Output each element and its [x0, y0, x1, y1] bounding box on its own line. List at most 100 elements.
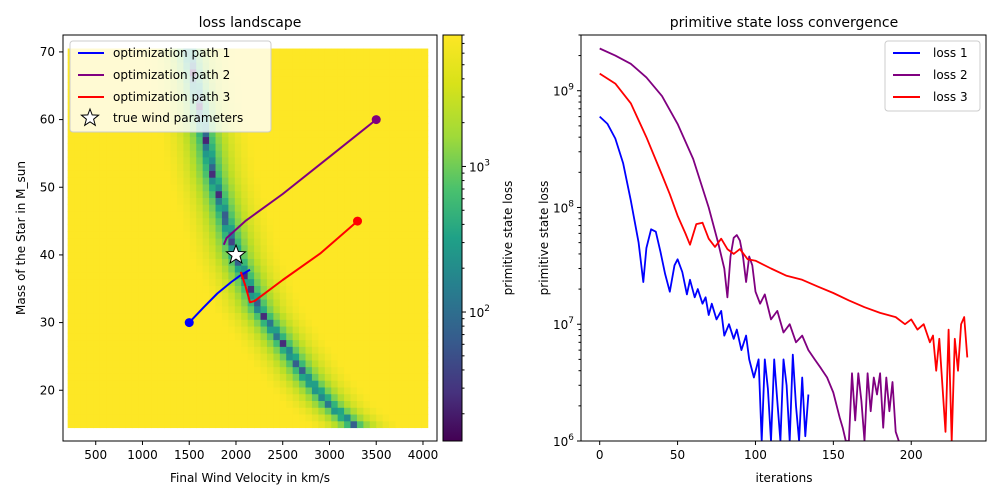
loss-cell [157, 386, 165, 395]
loss-cell [414, 292, 422, 300]
loss-cell [363, 359, 371, 368]
loss-cell [74, 400, 82, 408]
loss-cell [356, 319, 364, 327]
loss-cell [241, 129, 249, 138]
loss-cell [254, 197, 262, 205]
loss-cell [67, 373, 75, 381]
loss-cell [125, 217, 133, 226]
loss-cell [176, 319, 184, 327]
loss-cell [414, 258, 422, 266]
loss-cell [344, 82, 352, 90]
loss-cell [356, 95, 364, 104]
loss-cell [260, 339, 268, 347]
loss-cell [311, 129, 319, 138]
loss-cell [408, 298, 416, 307]
loss-cell [157, 420, 165, 429]
loss-cell [408, 177, 416, 185]
loss-cell [337, 332, 345, 341]
legend-label-loss-3: loss 3 [933, 90, 968, 104]
loss-cell [176, 251, 184, 259]
loss-cell [408, 129, 416, 138]
loss-cell [254, 332, 262, 341]
loss-cell [389, 332, 397, 341]
loss-cell [318, 62, 326, 70]
loss-cell [408, 271, 416, 280]
loss-cell [209, 265, 217, 273]
loss-cell [331, 244, 339, 253]
loss-cell [311, 68, 319, 77]
loss-cell [93, 224, 101, 232]
loss-cell [337, 197, 345, 205]
loss-cell [356, 170, 364, 178]
loss-cell [67, 271, 75, 280]
loss-cell [395, 82, 403, 90]
loss-cell [67, 150, 75, 158]
loss-cell [344, 163, 352, 171]
loss-cell [414, 325, 422, 334]
loss-cell [74, 346, 82, 354]
loss-cell [331, 122, 339, 131]
loss-cell [401, 197, 409, 205]
loss-cell [279, 400, 287, 408]
loss-cell [131, 353, 139, 361]
loss-cell [350, 325, 358, 334]
loss-cell [67, 346, 75, 354]
loss-cell [164, 224, 172, 232]
loss-cell [421, 292, 429, 300]
loss-cell [106, 210, 114, 219]
loss-cell [266, 190, 274, 198]
loss-cell [254, 319, 262, 327]
loss-cell [74, 150, 82, 158]
loss-cell [395, 353, 403, 361]
loss-cell [215, 407, 223, 415]
loss-cell [279, 305, 287, 314]
loss-cell [305, 386, 313, 395]
loss-cell [382, 238, 390, 246]
loss-cell [241, 373, 249, 381]
loss-cell [131, 217, 139, 226]
loss-cell [176, 150, 184, 158]
loss-cell [221, 197, 229, 205]
loss-cell [202, 339, 210, 347]
loss-cell [299, 217, 307, 226]
loss-cell [254, 217, 262, 226]
loss-cell [144, 332, 152, 341]
loss-cell [273, 366, 281, 374]
loss-cell [408, 136, 416, 144]
loss-cell [266, 156, 274, 165]
colorbar-gradient [443, 35, 462, 441]
loss-cell [344, 312, 352, 320]
loss-cell [389, 116, 397, 124]
loss-cell [151, 319, 159, 327]
loss-cell [401, 89, 409, 97]
loss-cell [74, 285, 82, 293]
loss-cell [266, 339, 274, 347]
loss-cell [254, 265, 262, 273]
loss-cell [324, 82, 332, 90]
loss-cell [337, 373, 345, 381]
loss-cell [106, 150, 114, 158]
loss-cell [125, 420, 133, 429]
loss-cell [86, 156, 94, 165]
loss-cell [80, 143, 88, 151]
loss-cell [241, 332, 249, 341]
x-tick-label: 1500 [174, 448, 205, 462]
loss-cell [241, 319, 249, 327]
loss-cell [286, 353, 294, 361]
loss-cell [247, 373, 255, 381]
loss-cell [112, 386, 120, 395]
loss-cell [266, 177, 274, 185]
loss-cell [356, 210, 364, 219]
loss-cell [401, 407, 409, 415]
loss-cell [234, 210, 242, 219]
loss-cell [350, 177, 358, 185]
loss-cell [209, 413, 217, 422]
loss-cell [376, 170, 384, 178]
loss-cell [382, 346, 390, 354]
loss-cell [279, 298, 287, 307]
loss-cell [215, 156, 223, 165]
loss-cell [350, 393, 358, 401]
loss-cell [318, 413, 326, 422]
loss-cell [164, 359, 172, 368]
loss-cell [292, 224, 300, 232]
